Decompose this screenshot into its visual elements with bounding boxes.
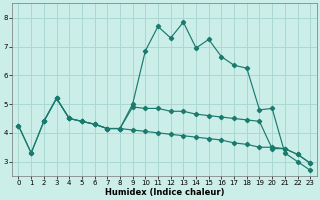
X-axis label: Humidex (Indice chaleur): Humidex (Indice chaleur) — [105, 188, 224, 197]
